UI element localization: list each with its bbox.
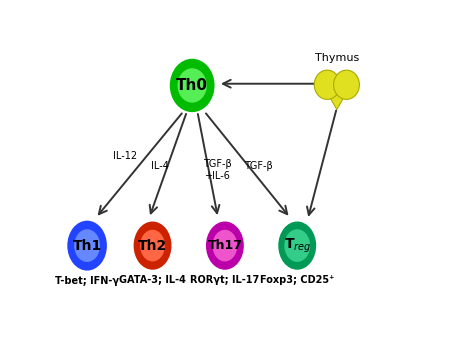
Polygon shape: [323, 85, 351, 110]
Ellipse shape: [314, 70, 340, 99]
Ellipse shape: [170, 59, 214, 112]
Text: RORγt; IL-17: RORγt; IL-17: [190, 275, 260, 285]
Text: TGF-β: TGF-β: [244, 161, 273, 171]
Text: Th2: Th2: [138, 239, 167, 253]
Ellipse shape: [212, 230, 237, 261]
Text: IL-12: IL-12: [113, 151, 137, 161]
Text: Foxp3; CD25⁺: Foxp3; CD25⁺: [260, 275, 334, 285]
Text: TGF-β
+IL-6: TGF-β +IL-6: [203, 159, 231, 181]
Ellipse shape: [67, 220, 107, 271]
Ellipse shape: [284, 229, 310, 262]
Text: Thymus: Thymus: [315, 53, 359, 63]
Ellipse shape: [74, 229, 100, 262]
Ellipse shape: [278, 222, 316, 270]
Text: Th1: Th1: [72, 239, 102, 253]
Text: GATA-3; IL-4: GATA-3; IL-4: [119, 275, 186, 285]
Ellipse shape: [140, 230, 165, 261]
Text: T$_{reg}$: T$_{reg}$: [283, 237, 311, 255]
Text: Th17: Th17: [207, 239, 242, 252]
Ellipse shape: [333, 70, 360, 99]
Text: T-bet; IFN-γ: T-bet; IFN-γ: [55, 276, 119, 286]
Ellipse shape: [206, 222, 244, 270]
Ellipse shape: [134, 222, 171, 270]
Ellipse shape: [177, 68, 207, 103]
Text: Th0: Th0: [176, 78, 208, 93]
Text: IL-4: IL-4: [150, 161, 169, 171]
